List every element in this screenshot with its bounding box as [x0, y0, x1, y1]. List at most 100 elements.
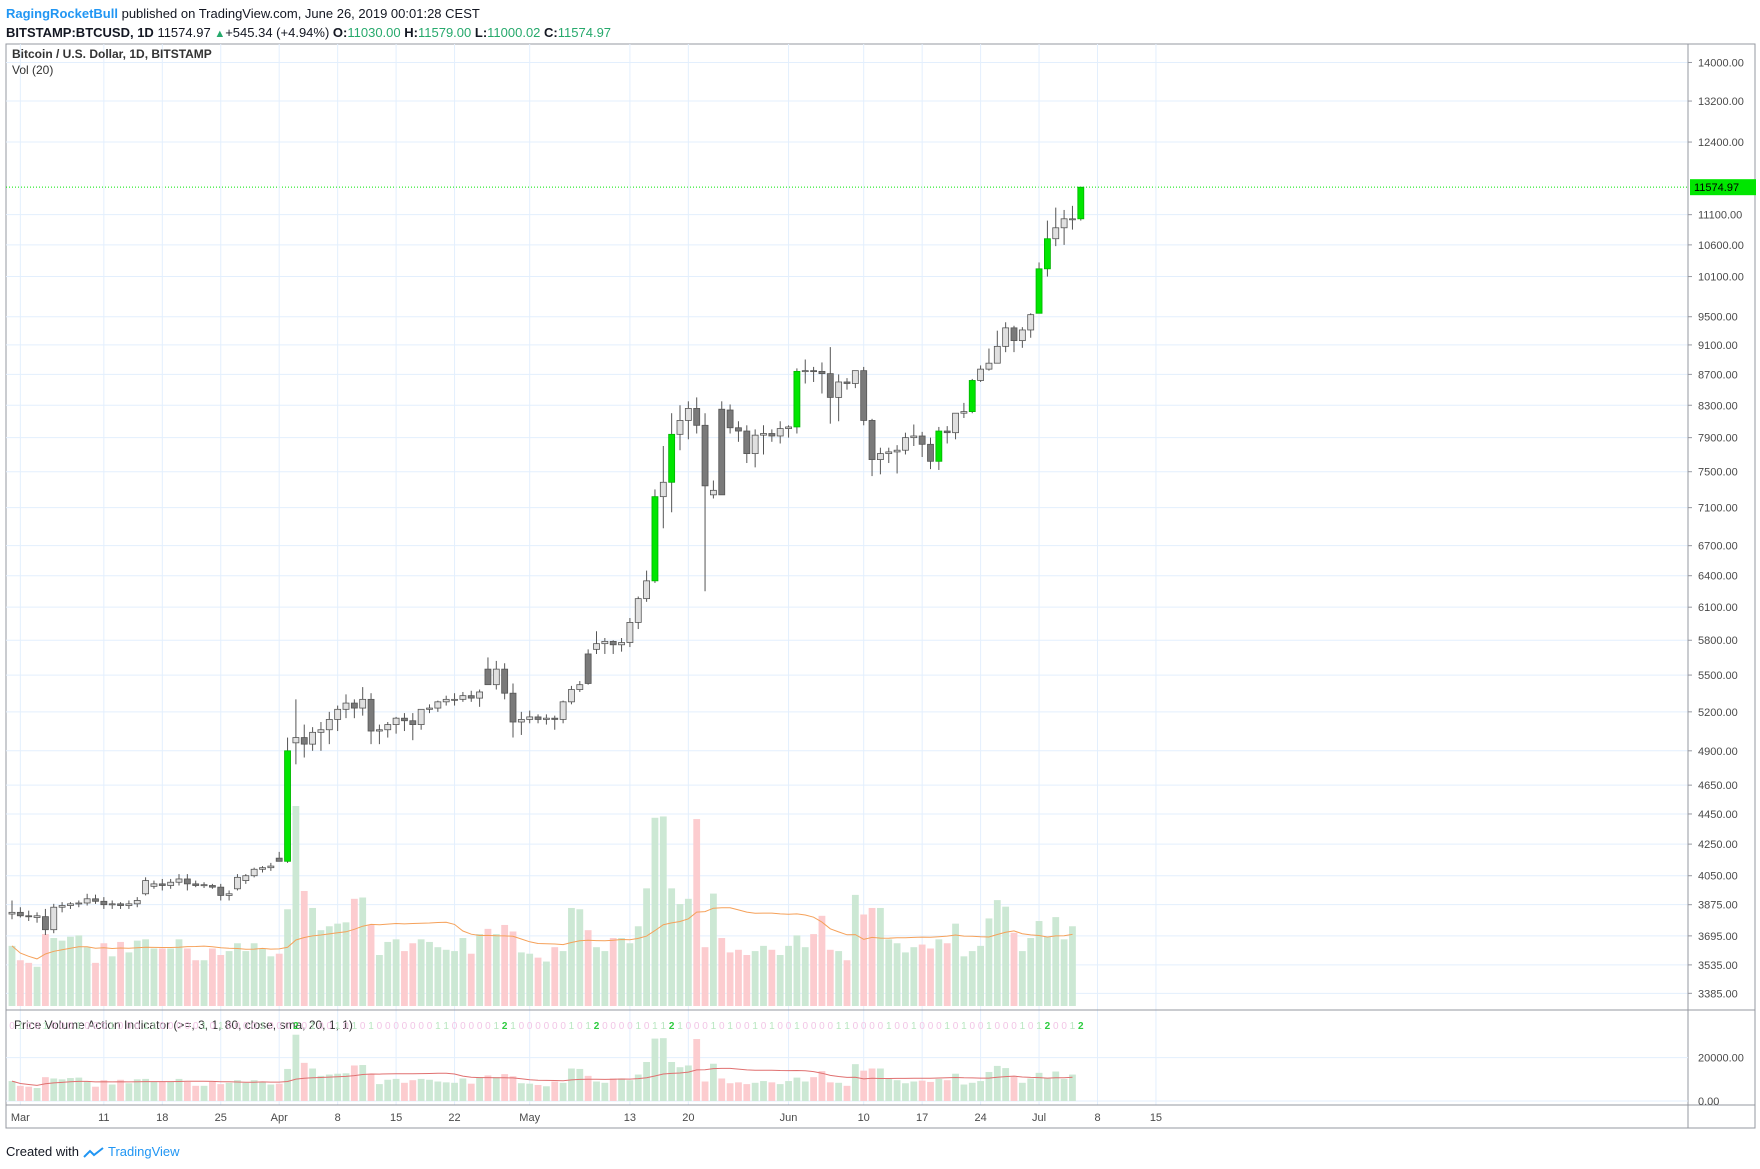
candle [659, 445, 667, 529]
indicator-bar [676, 1067, 684, 1101]
price-axis-label: 14000.00 [1698, 57, 1744, 69]
signal-digit: 1 [1036, 1021, 1042, 1032]
signal-digit: 1 [143, 1021, 149, 1032]
candle [1052, 207, 1060, 247]
candle-body [835, 381, 843, 398]
low-label: L: [474, 25, 488, 40]
signal-digit: 0 [327, 1021, 333, 1032]
price-axis-label: 4650.00 [1698, 780, 1738, 792]
signal-digit: 0 [928, 1021, 934, 1032]
candle [200, 882, 208, 888]
candle-body [751, 434, 759, 455]
candle [92, 894, 99, 904]
candle-body [810, 370, 817, 373]
candle-body [83, 898, 91, 904]
volume-bar [384, 941, 392, 1006]
signal-digit: 0 [544, 1021, 550, 1032]
volume-bar [826, 949, 834, 1006]
candle-body [384, 724, 392, 731]
indicator-bar [175, 1078, 183, 1101]
volume-bar [760, 945, 767, 1006]
author-link[interactable]: RagingRocketBull [6, 6, 118, 21]
signal-digit: 1 [836, 1021, 842, 1032]
volume-bar [16, 960, 24, 1006]
time-axis-label: 15 [390, 1112, 402, 1124]
signal-digit: 2 [1045, 1021, 1051, 1032]
candle-body [1035, 268, 1043, 314]
indicator-bar [1052, 1071, 1060, 1101]
volume-bar [735, 949, 742, 1006]
signal-digit: 0 [477, 1021, 483, 1032]
candle-body [576, 684, 584, 690]
candle [676, 405, 684, 451]
signal-digit: 0 [343, 1021, 349, 1032]
candle-body [568, 689, 575, 703]
indicator-bar [551, 1081, 559, 1101]
indicator-bar [902, 1083, 909, 1101]
high-label: H: [404, 25, 418, 40]
indicator-bar [760, 1081, 767, 1101]
candle-body [183, 878, 191, 885]
candle [317, 722, 325, 751]
candle-body [309, 731, 317, 745]
candle-body [92, 898, 99, 902]
tradingview-brand[interactable]: TradingView [108, 1144, 180, 1159]
volume-bar [1010, 932, 1018, 1006]
last-price: 11574.97 [157, 25, 211, 40]
signal-digit: 1 [218, 1021, 224, 1032]
indicator-bar [183, 1081, 191, 1101]
signal-digit: 0 [978, 1021, 984, 1032]
volume-bar [401, 951, 408, 1006]
candle-body [543, 717, 550, 720]
indicator-bar [534, 1084, 542, 1101]
signal-digit: 2 [1078, 1021, 1084, 1032]
signal-digit: 0 [276, 1021, 282, 1032]
candle-body [651, 496, 659, 582]
candle [793, 368, 801, 434]
indicator-bar [751, 1082, 759, 1101]
candle [568, 685, 575, 705]
time-axis-label: 25 [215, 1112, 227, 1124]
candle-body [1002, 327, 1010, 347]
time-axis-label: 11 [98, 1112, 109, 1124]
high-value: 11579.00 [417, 25, 472, 40]
volume-bar [484, 928, 492, 1006]
price-axis-label: 7900.00 [1698, 433, 1738, 445]
candle-body [342, 702, 350, 710]
candle-body [618, 642, 625, 646]
time-axis-label: Apr [271, 1112, 288, 1124]
signal-digit: 0 [160, 1021, 166, 1032]
candle-body [593, 643, 600, 650]
indicator-bar [710, 1063, 717, 1101]
time-axis-label: 15 [1150, 1112, 1162, 1124]
signal-digit: 0 [34, 1021, 40, 1032]
indicator-bar [735, 1082, 742, 1101]
candle [192, 880, 200, 888]
candle [860, 366, 868, 426]
signal-digit: 0 [953, 1021, 959, 1032]
volume-bar [943, 943, 951, 1006]
signal-digit: 0 [93, 1021, 99, 1032]
indicator-bar [292, 1034, 300, 1101]
candle-body [1077, 186, 1085, 220]
signal-digit: 0 [176, 1021, 182, 1032]
volume-bar [117, 941, 124, 1006]
candle-body [434, 701, 442, 709]
candle [710, 480, 717, 499]
volume-bar [1018, 951, 1026, 1006]
volume-bar [1035, 921, 1043, 1006]
candle [1044, 220, 1051, 277]
volume-bar [192, 960, 200, 1006]
volume-bar [927, 948, 934, 1006]
volume-bar [743, 955, 751, 1006]
candle [342, 694, 350, 719]
candle-body [476, 691, 484, 699]
candle-body [33, 915, 41, 918]
candle-body [634, 598, 642, 623]
indicator-bar [317, 1075, 325, 1101]
signal-digit: 0 [869, 1021, 875, 1032]
candle [375, 724, 383, 745]
volume-bar [643, 888, 650, 1006]
volume-bar [868, 907, 876, 1006]
